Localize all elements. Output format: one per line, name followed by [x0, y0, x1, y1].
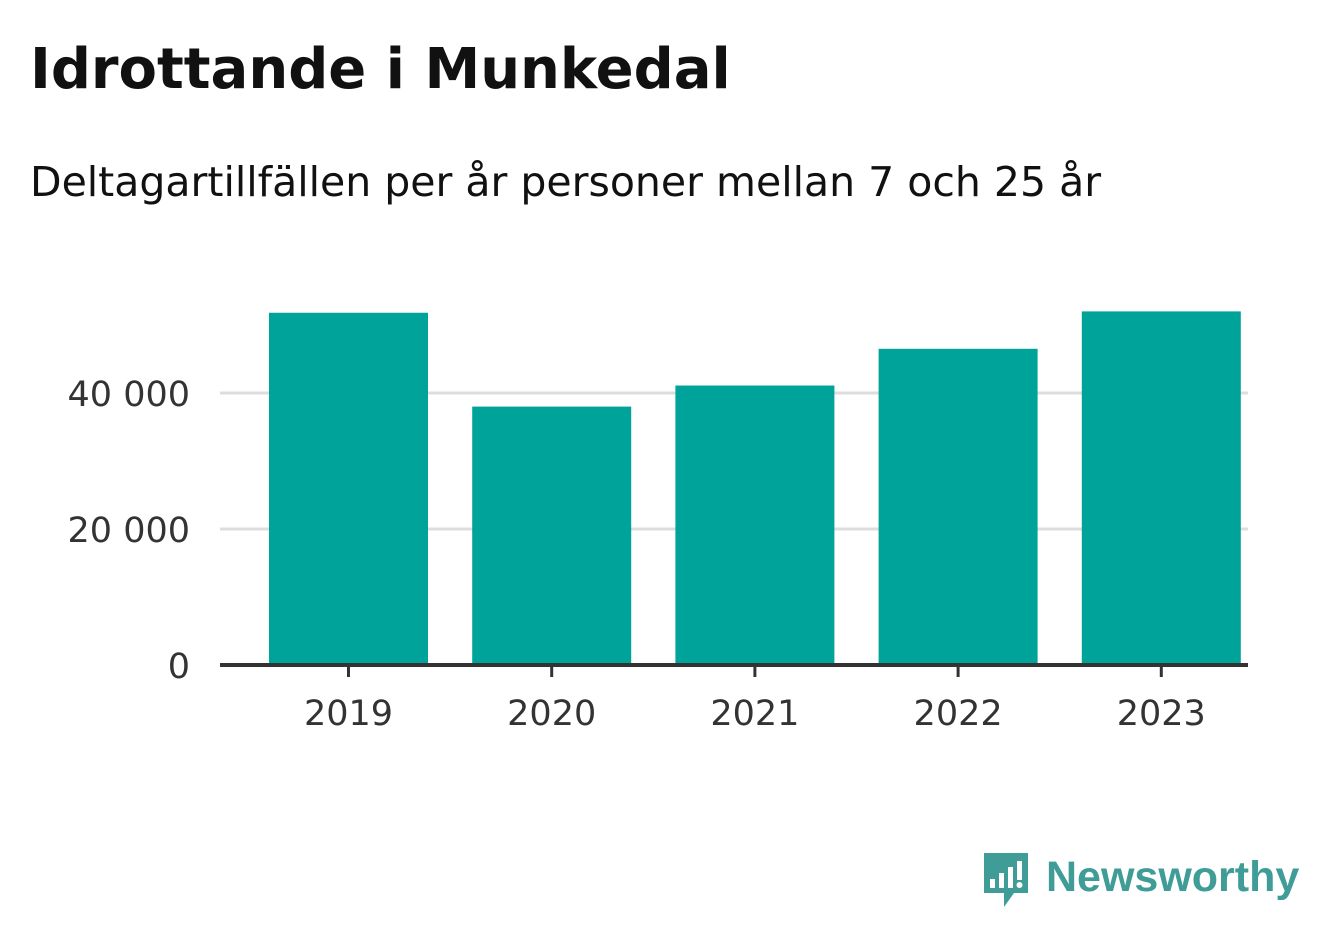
- bar-2021: [675, 385, 835, 665]
- bar-2022: [878, 348, 1038, 665]
- bar-2023: [1081, 311, 1241, 665]
- y-tick-label: 40 000: [68, 375, 190, 415]
- tick-labels: 0 20 000 40 000 2019 2020 2021 2022 2023: [68, 375, 1206, 734]
- axes: [220, 663, 1248, 677]
- x-tick-label: 2019: [304, 694, 393, 734]
- brand-name: Newsworthy: [1046, 853, 1300, 901]
- x-tick-label: 2022: [914, 694, 1003, 734]
- bar-2020: [472, 406, 632, 665]
- bar-chart: 0 20 000 40 000 2019 2020 2021 2022 2023: [68, 311, 1248, 734]
- bar-2019: [269, 312, 428, 665]
- newsworthy-logo-icon: [984, 853, 1028, 907]
- chart-title: Idrottande i Munkedal: [30, 37, 731, 102]
- bars: [269, 311, 1241, 665]
- y-tick-label: 20 000: [68, 511, 190, 551]
- brand-logo: Newsworthy: [980, 848, 1299, 912]
- x-tick-label: 2023: [1117, 694, 1206, 734]
- chart-subtitle: Deltagartillfällen per år personer mella…: [30, 158, 1102, 206]
- x-tick-label: 2021: [710, 694, 799, 734]
- y-tick-label: 0: [168, 647, 190, 687]
- x-tick-label: 2020: [507, 694, 596, 734]
